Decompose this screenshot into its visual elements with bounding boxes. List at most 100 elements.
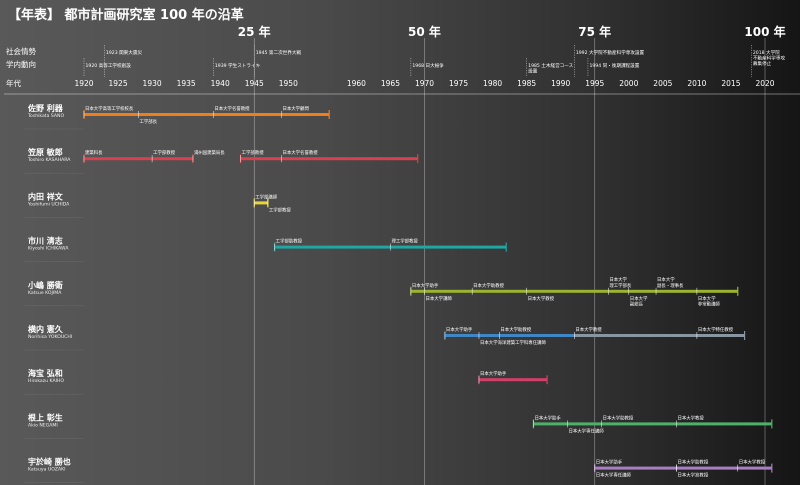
milestone-label: 日本大学 (657, 276, 675, 283)
milestone-label: 日本大学教授 (739, 459, 766, 466)
campus-event-label: 1939 学生ストライキ (215, 62, 261, 69)
milestone-label: 工学部教授 (242, 149, 265, 156)
milestone-label: 工学部教授 (153, 149, 176, 156)
tenure-bar (533, 422, 772, 426)
year-tick-label: 1945 (245, 79, 264, 88)
person-roman-name: Toshikata SANO (27, 113, 64, 119)
campus-event-label: 設置 (528, 68, 538, 75)
year-tick-label: 1940 (211, 79, 230, 88)
person-roman-name: Yoshifumi UCHIDA (27, 201, 70, 207)
person-name: 横内 憲久 (28, 324, 64, 334)
person-name: 内田 祥文 (28, 191, 64, 201)
person-name: 佐野 利器 (27, 103, 64, 113)
milestone-label: 日本大学教授 (575, 326, 602, 333)
person-name: 海宝 弘和 (28, 368, 63, 378)
milestone-label: 日本大学助教授 (603, 414, 634, 421)
year-tick-label: 2015 (721, 79, 740, 88)
milestone-label: 日本大学 (609, 276, 627, 283)
tenure-bar (574, 334, 745, 337)
social-event-label: 不動産科学専攻 (753, 55, 786, 62)
year-tick-label: 1965 (381, 79, 400, 88)
social-event-label: 1923 関東大震災 (106, 49, 143, 56)
tenure-bar (254, 201, 268, 205)
year-tick-label: 1935 (177, 79, 196, 88)
campus-event-label: 1994 同・後期課程設置 (589, 62, 639, 69)
person-roman-name: Katsue KOJIMA (28, 290, 62, 296)
year-axis-label: 年代 (6, 78, 21, 88)
person-roman-name: Akio NEGAMI (28, 422, 58, 428)
tenure-end-cap (328, 110, 330, 119)
milestone-label: 日本大学講師 (426, 295, 453, 302)
person-roman-name: Norihisa YOKOUCHI (28, 334, 72, 340)
campus-event-label: 1968 日大紛争 (412, 62, 444, 69)
milestone-label: 日本大学助教授 (500, 326, 531, 333)
milestone-label: 日本大学助手 (412, 282, 439, 289)
social-event-label: 2018 大学院 (753, 49, 780, 56)
milestone-label: 日本大学助手 (480, 370, 507, 377)
tenure-end-cap (505, 242, 507, 252)
campus-event-label: 1985 土木経営コース (528, 62, 573, 69)
year-tick-label: 1960 (347, 79, 366, 88)
milestone-label: 日本大学助教授 (677, 459, 708, 466)
person-name: 市川 清志 (28, 236, 63, 246)
milestone-label: 日本大学教授 (677, 414, 704, 421)
year-tick-label: 1925 (109, 79, 128, 88)
year-tick-label: 2020 (755, 79, 774, 88)
person-name: 根上 彰生 (28, 412, 63, 422)
social-event-label: 募集停止 (753, 60, 772, 67)
year-tick-label: 2010 (687, 79, 706, 88)
person-name: 小嶋 勝衛 (27, 280, 63, 290)
milestone-label: 日本大学助手 (446, 326, 473, 333)
person-name: 笠原 敏郎 (27, 147, 63, 157)
milestone-label: 理工学部教授 (391, 238, 418, 245)
year-tick-label: 1970 (415, 79, 434, 88)
milestone-label: 日本大学専任講師 (596, 472, 632, 479)
person-roman-name: Toshiro KASAHARA (27, 157, 71, 163)
milestone-label: 日本大学高等工学校校長 (85, 105, 134, 112)
year-tick-label: 1930 (143, 79, 162, 88)
page-title: 【年表】 都市計画研究室 100 年の沿革 (8, 7, 244, 23)
social-event-label: 1945 第二次世界大戦 (256, 49, 302, 56)
milestone-label: 日本大学顧問 (282, 105, 309, 112)
milestone-label: 日本大学特任教授 (698, 326, 734, 333)
milestone-label: 満州国建築局長 (194, 149, 225, 156)
tenure-end-cap (737, 286, 739, 296)
milestone-label: 日本大学海洋建築工学科専任講師 (480, 339, 546, 346)
tenure-bar (84, 157, 193, 161)
person-name: 宇於崎 勝也 (28, 457, 71, 467)
tenure-end-cap (417, 154, 419, 164)
milestone-label: 副長・理事長 (657, 282, 684, 289)
tenure-end-cap (771, 463, 773, 473)
social-event-label: 1992 大学院不動産科学専攻設置 (576, 49, 645, 56)
tenure-bar (594, 466, 772, 470)
social-events-label: 社会情勢 (6, 46, 36, 56)
milestone-label: 日本大学准教授 (677, 472, 708, 479)
milestone-label: 日本大学教授 (528, 295, 555, 302)
milestone-label: 工学部助教授 (276, 238, 303, 245)
tenure-bar (84, 113, 330, 116)
milestone-label: 日本大学専任講師 (569, 427, 605, 434)
year-tick-label: 1995 (585, 79, 604, 88)
milestone-label: 建築科長 (85, 149, 103, 156)
milestone-label: 工学部教授 (269, 206, 292, 213)
anniversary-label: 25 年 (238, 24, 271, 39)
milestone-label: 日本大学 (698, 295, 716, 302)
year-tick-label: 1975 (449, 79, 468, 88)
tenure-end-cap (546, 375, 548, 385)
milestone-label: 日本大学名誉教授 (214, 105, 250, 112)
milestone-label: 日本大学助手 (596, 459, 623, 466)
tenure-bar (478, 378, 548, 382)
campus-events-label: 学内動向 (6, 59, 36, 69)
year-tick-label: 2005 (653, 79, 672, 88)
tenure-bar (444, 334, 575, 337)
person-roman-name: Kiyoshi ICHIKAWA (28, 246, 69, 252)
tenure-end-cap (743, 331, 746, 340)
tenure-end-cap (771, 419, 773, 429)
milestone-label: 理工学部長 (609, 282, 632, 289)
year-tick-label: 1985 (517, 79, 536, 88)
milestone-label: 工学部長 (139, 118, 157, 125)
milestone-label: 日本大学 (630, 295, 648, 302)
person-roman-name: Katsuya UOZAKI (28, 467, 65, 473)
